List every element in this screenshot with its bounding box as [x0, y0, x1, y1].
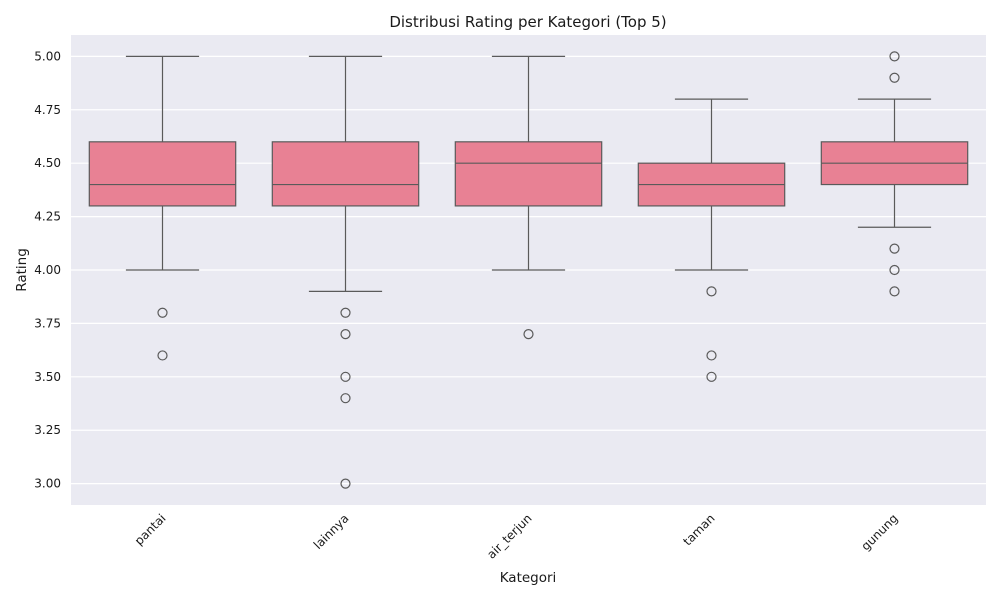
x-tick-label: taman	[680, 511, 717, 548]
box-gunung	[820, 51, 969, 297]
y-tick-label: 3.75	[34, 316, 61, 330]
outlier-point	[340, 328, 351, 340]
outlier-point	[889, 286, 900, 297]
box-pantai	[88, 55, 237, 361]
y-tick-labels: 3.00 3.25 3.50 3.75 4.00 4.25 4.50 4.75 5.00	[34, 49, 61, 490]
outlier-point	[889, 264, 900, 276]
x-tick-labels: pantai lainnya air_terjun taman gunung	[132, 511, 901, 561]
y-axis-label: Rating	[14, 248, 30, 292]
outlier-point	[889, 243, 900, 254]
y-tick-label: 4.25	[34, 210, 61, 224]
x-tick-label: lainnya	[311, 511, 352, 552]
box-lainnya	[271, 55, 420, 489]
iqr-box	[88, 141, 237, 207]
box-air_terjun	[454, 55, 603, 340]
outlier-point	[706, 286, 717, 297]
outlier-point	[340, 478, 351, 489]
y-tick-label: 4.75	[34, 103, 61, 117]
y-tick-label: 3.25	[34, 423, 61, 437]
outlier-point	[889, 51, 900, 62]
outlier-point	[340, 307, 351, 318]
boxes	[88, 51, 969, 489]
outlier-point	[889, 72, 900, 83]
y-tick-label: 4.00	[34, 263, 61, 277]
iqr-box	[271, 141, 420, 207]
iqr-box	[454, 141, 603, 207]
box-taman	[637, 98, 786, 382]
y-tick-label: 5.00	[34, 49, 61, 63]
outlier-point	[523, 328, 534, 340]
outlier-point	[157, 307, 168, 318]
outlier-point	[340, 393, 351, 404]
y-tick-label: 4.50	[34, 156, 61, 170]
y-tick-label: 3.50	[34, 370, 61, 384]
y-tick-label: 3.00	[34, 477, 61, 491]
x-tick-label: gunung	[858, 511, 900, 553]
outlier-point	[706, 350, 717, 361]
outlier-point	[706, 371, 717, 382]
x-axis-label: Kategori	[500, 570, 557, 586]
x-tick-label: pantai	[132, 511, 169, 548]
chart-title: Distribusi Rating per Kategori (Top 5)	[389, 13, 666, 31]
outlier-point	[340, 371, 351, 382]
x-tick-label: air_terjun	[484, 511, 534, 561]
outlier-point	[157, 350, 168, 361]
